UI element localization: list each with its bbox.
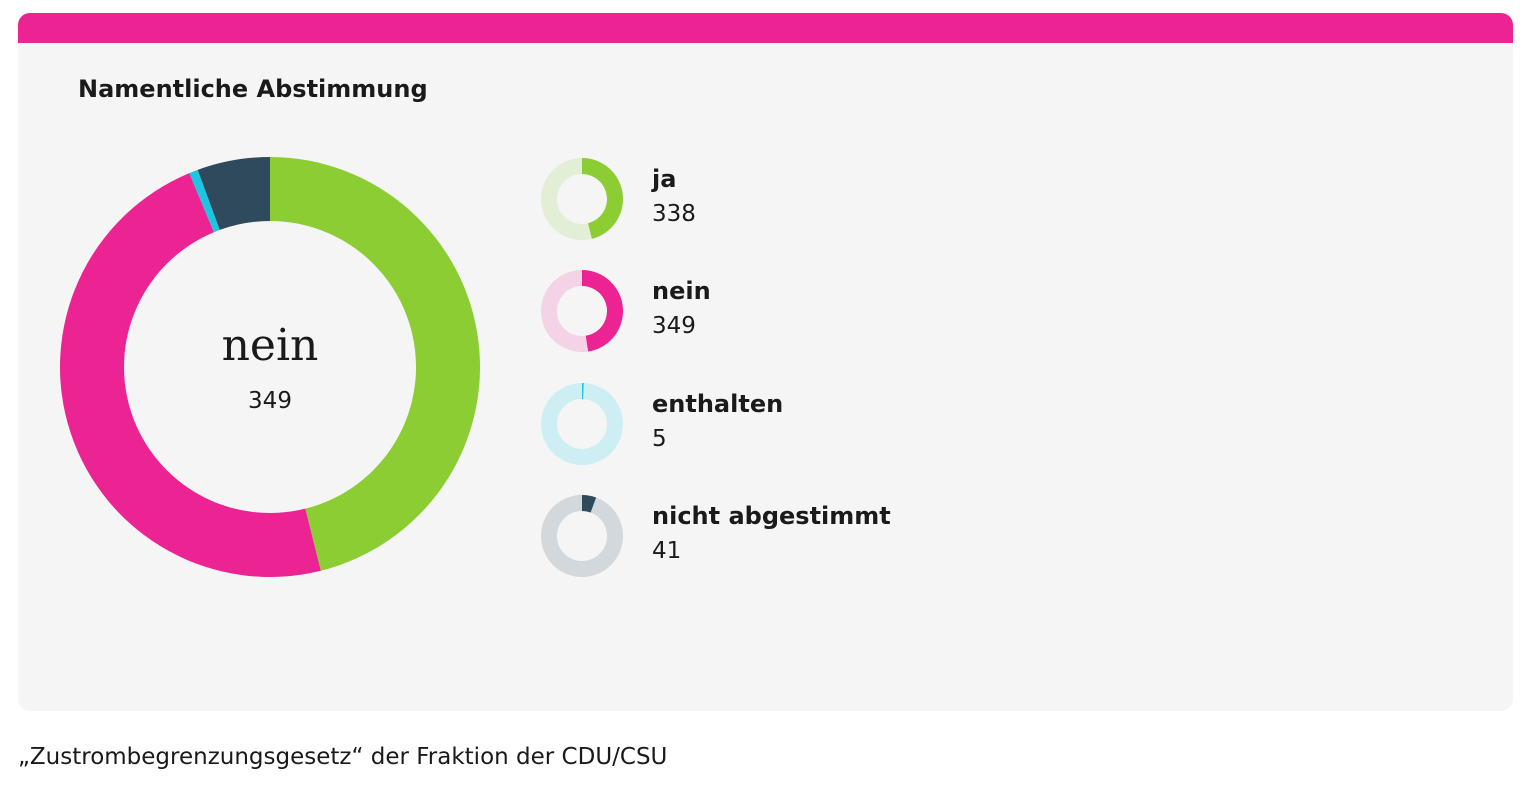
slice-nein[interactable] (60, 173, 321, 577)
vote-donut-chart (60, 157, 480, 577)
legend-item-nein[interactable]: nein 349 (540, 269, 960, 353)
slice-nicht-abgestimmt[interactable] (197, 157, 270, 230)
legend-value: 349 (652, 313, 696, 339)
mini-slice-nicht-abgestimmt (582, 495, 597, 513)
nicht-abgestimmt-donut-icon (541, 495, 623, 577)
nein-donut-icon (541, 270, 623, 352)
legend-item-enthalten[interactable]: enthalten 5 (540, 382, 960, 466)
chart-center-value: 349 (248, 388, 292, 414)
card-title: Namentliche Abstimmung (78, 75, 428, 103)
mini-slice-ja (582, 158, 623, 239)
legend-value: 41 (652, 538, 682, 564)
legend-item-nicht-abgestimmt[interactable]: nicht abgestimmt 41 (540, 494, 960, 578)
legend-value: 338 (652, 201, 696, 227)
vote-card: Namentliche Abstimmung (18, 13, 1513, 711)
chart-center-label: nein (221, 320, 319, 371)
legend-label: ja (652, 165, 677, 193)
legend-value: 5 (652, 426, 667, 452)
mini-donut-track (541, 495, 623, 577)
ja-donut-icon (541, 158, 623, 240)
slice-ja[interactable] (270, 157, 480, 571)
legend-label: nicht abgestimmt (652, 502, 891, 530)
legend-label: nein (652, 277, 711, 305)
legend-label: enthalten (652, 390, 784, 418)
enthalten-donut-icon (541, 383, 623, 465)
chart-caption: „Zustrombegrenzungsgesetz“ der Fraktion … (18, 744, 668, 770)
legend-item-ja[interactable]: ja 338 (540, 157, 960, 241)
slice-enthalten[interactable] (189, 169, 220, 233)
mini-slice-enthalten (582, 383, 584, 400)
mini-donut-track (541, 383, 623, 465)
card-accent-bar (18, 13, 1513, 43)
mini-slice-nein (582, 270, 623, 352)
